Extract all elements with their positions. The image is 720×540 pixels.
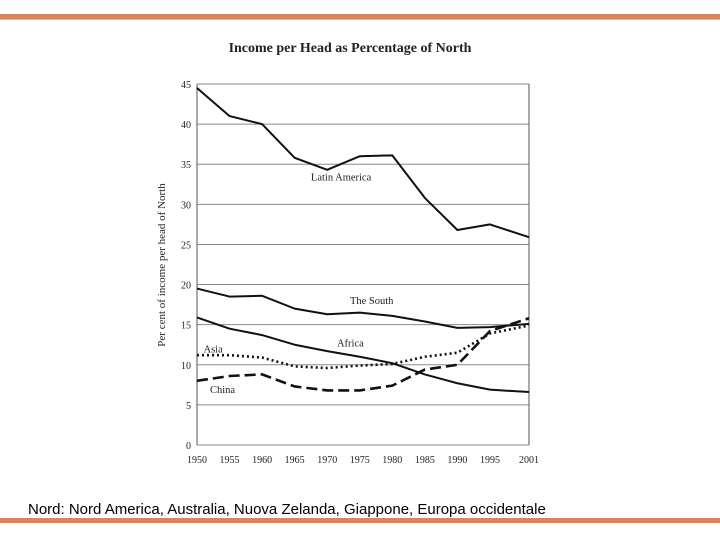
y-tick-label: 20 — [181, 281, 191, 292]
y-tick-label: 35 — [181, 160, 191, 171]
x-tick-label: 1960 — [252, 455, 272, 466]
y-tick-label: 15 — [181, 321, 191, 332]
top-border-line — [0, 19, 720, 20]
x-tick-label: 1995 — [480, 455, 500, 466]
top-border-bar — [0, 14, 720, 19]
series-label-china: China — [210, 385, 235, 396]
series-label-latin-america: Latin America — [311, 172, 372, 183]
bottom-border-bar — [0, 518, 720, 523]
footer-caption: Nord: Nord America, Australia, Nuova Zel… — [28, 501, 546, 518]
y-tick-label: 5 — [186, 401, 191, 412]
y-tick-label: 0 — [186, 441, 191, 452]
x-tick-label: 1965 — [285, 455, 305, 466]
x-tick-label: 2001 — [519, 455, 539, 466]
y-tick-label: 25 — [181, 240, 191, 251]
chart-series — [196, 87, 530, 394]
line-chart: Income per Head as Percentage of North 0… — [156, 41, 539, 466]
series-line-asia — [197, 324, 530, 370]
x-tick-label: 1990 — [447, 455, 467, 466]
x-tick-label: 1980 — [382, 455, 402, 466]
y-tick-label: 40 — [181, 120, 191, 131]
x-tick-label: 1955 — [220, 455, 240, 466]
chart-title: Income per Head as Percentage of North — [229, 41, 472, 56]
series-labels: Latin America The South Africa Asia China — [204, 172, 395, 396]
y-axis-label: Per cent of income per head of North — [156, 183, 168, 347]
series-line-china — [196, 317, 530, 392]
x-tick-label: 1975 — [350, 455, 370, 466]
series-line-latin-america — [196, 87, 530, 239]
series-label-africa: Africa — [337, 338, 364, 349]
y-tick-label: 45 — [181, 80, 191, 91]
series-label-asia: Asia — [204, 345, 224, 356]
x-tick-label: 1985 — [415, 455, 435, 466]
chart-grid — [197, 83, 529, 446]
series-line-africa — [196, 316, 530, 394]
y-tick-label: 30 — [181, 200, 191, 211]
x-tick-label: 1970 — [317, 455, 337, 466]
series-label-the-south: The South — [350, 296, 394, 307]
chart-axes: 0 5 10 15 20 25 30 35 40 45 1950 1955 1960 1965 1970 19… — [181, 80, 539, 466]
series-line-the-south — [196, 287, 530, 329]
x-tick-label: 1950 — [187, 455, 207, 466]
y-tick-label: 10 — [181, 361, 191, 372]
